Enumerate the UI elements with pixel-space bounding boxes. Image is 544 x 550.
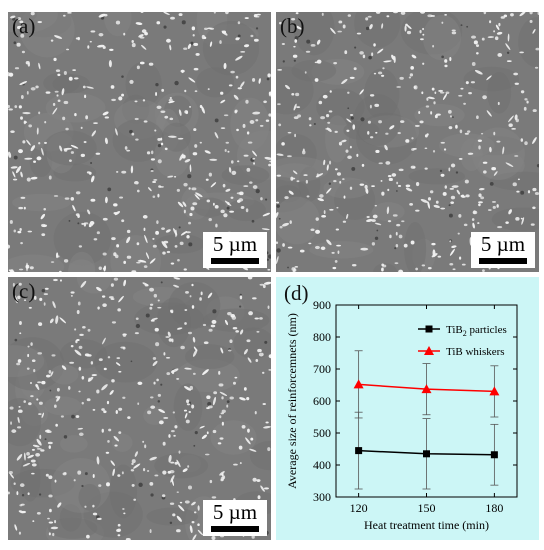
size-chart: 300 400 500 600 700 800 900 120 150 180 Heat treat… <box>285 298 518 532</box>
sem-micrograph-a <box>8 12 271 272</box>
sem-micrograph-c <box>8 277 271 540</box>
data-point <box>489 386 500 396</box>
panel-label-c: (c) <box>12 279 36 303</box>
chart-panel-d: (d) 300 400 500 600 700 800 900 120 150 180 Heat t… <box>276 277 539 540</box>
data-point <box>353 379 364 389</box>
panel-label-d: (d) <box>284 281 309 305</box>
x-tick-label: 120 <box>350 501 368 515</box>
sem-micrograph-b <box>276 12 539 272</box>
y-axis-label: Average size of reinforcemnets (nm) <box>285 313 299 489</box>
x-tick-label: 180 <box>485 501 503 515</box>
y-tick-label: 500 <box>313 426 331 440</box>
y-tick-label: 600 <box>313 394 331 408</box>
panel-label-a: (a) <box>12 14 36 38</box>
sem-image-b: (b) 5 µm <box>276 12 539 272</box>
y-tick-label: 900 <box>313 298 331 312</box>
scale-bar-line-c <box>211 526 259 532</box>
scale-bar-line-b <box>479 258 527 264</box>
data-point <box>490 451 498 459</box>
scale-bar-text-b: 5 µm <box>480 232 526 256</box>
panel-label-b: (b) <box>280 14 305 38</box>
legend-label: TiB whiskers <box>446 346 505 358</box>
scale-bar-text-a: 5 µm <box>212 232 258 256</box>
sem-image-a: (a) 5 µm <box>8 12 271 272</box>
y-tick-label: 400 <box>313 458 331 472</box>
scale-bar-line-a <box>211 258 259 264</box>
legend-marker <box>424 346 434 355</box>
x-axis-label: Heat treatment time (min) <box>364 518 489 532</box>
legend-marker <box>425 325 433 333</box>
y-tick-label: 700 <box>313 362 331 376</box>
scale-bar-c: 5 µm <box>203 500 267 536</box>
y-tick-label: 300 <box>313 490 331 504</box>
sem-image-c: (c) 5 µm <box>8 277 271 540</box>
data-point <box>421 384 432 394</box>
data-point <box>423 450 430 458</box>
scale-bar-text-c: 5 µm <box>212 500 258 524</box>
y-tick-label: 800 <box>313 330 331 344</box>
data-point <box>355 447 363 455</box>
scale-bar-b: 5 µm <box>471 232 535 268</box>
x-tick-label: 150 <box>418 501 436 515</box>
legend-label: TiB2 particles <box>446 324 507 338</box>
scale-bar-a: 5 µm <box>203 232 267 268</box>
